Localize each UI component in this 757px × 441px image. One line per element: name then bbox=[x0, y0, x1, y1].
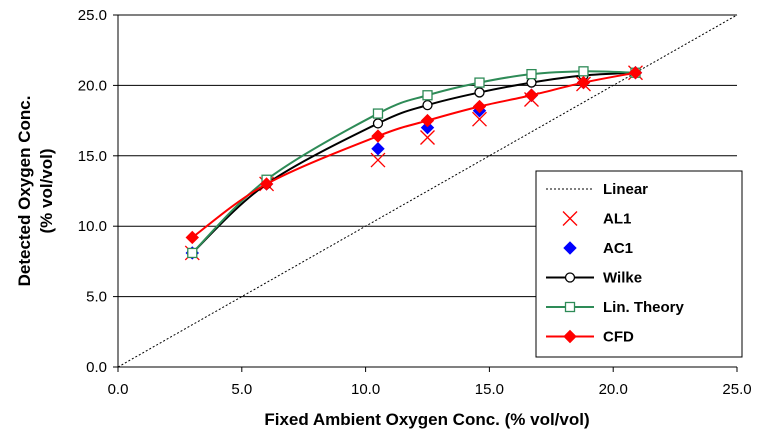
point-lin-theory bbox=[422, 90, 433, 101]
y-tick-label: 5.0 bbox=[86, 289, 107, 306]
legend-marker bbox=[564, 301, 576, 313]
legend-box bbox=[535, 170, 743, 358]
legend: Linear AL1 AC1 Wilke Lin. Theory CFD bbox=[535, 170, 743, 358]
x-tick-label: 20.0 bbox=[599, 381, 628, 398]
legend-entry-al1: AL1 bbox=[562, 211, 631, 228]
x-axis-title: Fixed Ambient Oxygen Conc. (% vol/vol) bbox=[264, 410, 589, 429]
series-layer bbox=[117, 14, 738, 368]
point-cfd bbox=[524, 88, 539, 102]
y-axis-title-line2: (% vol/vol) bbox=[37, 148, 56, 233]
legend-label: CFD bbox=[603, 329, 634, 346]
point-lin-theory bbox=[372, 108, 384, 119]
point-cfd bbox=[472, 99, 487, 114]
legend-entry-ac1: AC1 bbox=[563, 240, 633, 257]
legend-label: Linear bbox=[603, 181, 648, 198]
x-stroke bbox=[562, 211, 578, 226]
y-tick-label: 15.0 bbox=[78, 148, 107, 165]
legend-label: AL1 bbox=[603, 211, 631, 228]
y-axis-title: Detected Oxygen Conc. (% vol/vol) bbox=[15, 96, 56, 287]
point-cfd bbox=[371, 129, 385, 143]
x-tick-label: 0.0 bbox=[108, 381, 129, 398]
legend-marker bbox=[564, 272, 576, 283]
legend-entry-cfd: CFD bbox=[546, 329, 634, 346]
legend-label: Wilke bbox=[603, 270, 642, 287]
legend-marker bbox=[562, 211, 578, 226]
point-lin-theory bbox=[474, 77, 485, 88]
y-axis-title-line1: Detected Oxygen Conc. bbox=[15, 96, 34, 287]
x-tick-label: 10.0 bbox=[351, 381, 380, 398]
point-wilke bbox=[372, 118, 384, 129]
x-stroke bbox=[370, 152, 386, 168]
point-wilke bbox=[526, 77, 537, 88]
x-stroke bbox=[472, 111, 487, 127]
point-cfd bbox=[259, 177, 274, 191]
point-wilke bbox=[474, 87, 485, 98]
point-lin-theory bbox=[526, 68, 537, 80]
point-al1 bbox=[370, 152, 386, 168]
legend-marker bbox=[563, 241, 577, 255]
x-tick-label: 25.0 bbox=[722, 381, 751, 398]
axis-ticks: 0.0 5.0 10.0 15.0 20.0 25.0 0.0 5.0 10.0 15.0 20.0… bbox=[78, 7, 752, 398]
point-lin-theory bbox=[578, 66, 589, 77]
legend-entry-wilke: Wilke bbox=[546, 270, 642, 287]
point-ac1 bbox=[371, 142, 385, 156]
x-tick-label: 5.0 bbox=[231, 381, 252, 398]
y-tick-label: 0.0 bbox=[86, 359, 107, 376]
legend-label: AC1 bbox=[603, 240, 633, 257]
point-cfd bbox=[185, 230, 199, 245]
y-tick-label: 20.0 bbox=[78, 77, 107, 94]
series-cfd bbox=[185, 66, 643, 245]
point-cfd bbox=[420, 113, 435, 128]
point-al1 bbox=[420, 130, 435, 145]
legend-entry-lin-theory: Lin. Theory bbox=[546, 299, 684, 316]
y-tick-label: 25.0 bbox=[78, 7, 107, 24]
point-cfd bbox=[576, 75, 591, 90]
axes bbox=[117, 15, 737, 368]
point-lin-theory bbox=[187, 247, 198, 259]
legend-label: Lin. Theory bbox=[603, 299, 684, 316]
point-cfd bbox=[628, 66, 643, 80]
x-stroke bbox=[420, 130, 435, 145]
point-ac1 bbox=[420, 120, 435, 135]
x-tick-label: 15.0 bbox=[475, 381, 504, 398]
legend-entry-linear: Linear bbox=[546, 181, 648, 198]
y-tick-label: 10.0 bbox=[78, 218, 107, 235]
point-wilke bbox=[422, 99, 433, 111]
point-al1 bbox=[472, 111, 487, 127]
legend-marker bbox=[563, 329, 577, 344]
